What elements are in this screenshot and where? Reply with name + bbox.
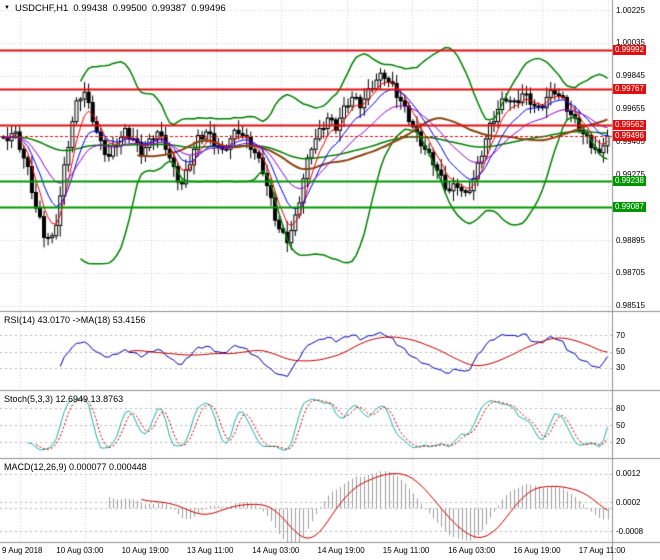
price-axis[interactable] bbox=[613, 0, 660, 543]
time-axis[interactable] bbox=[0, 543, 660, 560]
